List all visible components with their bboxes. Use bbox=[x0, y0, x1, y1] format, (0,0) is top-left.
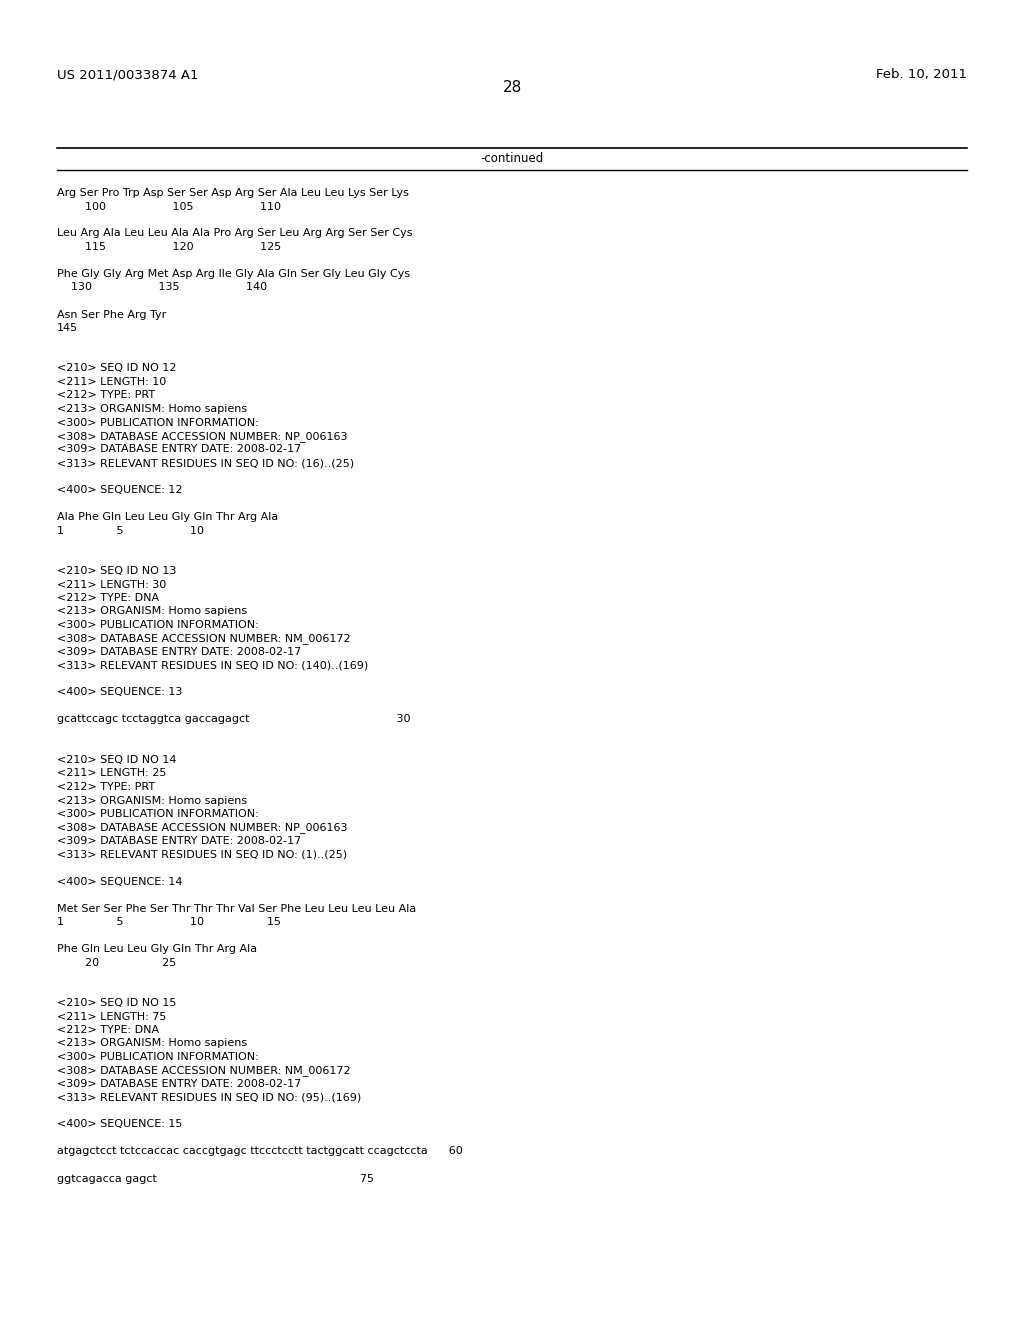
Text: <308> DATABASE ACCESSION NUMBER: NM_006172: <308> DATABASE ACCESSION NUMBER: NM_0061… bbox=[57, 634, 350, 644]
Text: Feb. 10, 2011: Feb. 10, 2011 bbox=[876, 69, 967, 81]
Text: 100                   105                   110: 100 105 110 bbox=[57, 202, 281, 211]
Text: <300> PUBLICATION INFORMATION:: <300> PUBLICATION INFORMATION: bbox=[57, 1052, 259, 1063]
Text: 130                   135                   140: 130 135 140 bbox=[57, 282, 267, 293]
Text: 1               5                   10                  15: 1 5 10 15 bbox=[57, 917, 281, 927]
Text: <211> LENGTH: 75: <211> LENGTH: 75 bbox=[57, 1011, 166, 1022]
Text: <213> ORGANISM: Homo sapiens: <213> ORGANISM: Homo sapiens bbox=[57, 1039, 247, 1048]
Text: <308> DATABASE ACCESSION NUMBER: NP_006163: <308> DATABASE ACCESSION NUMBER: NP_0061… bbox=[57, 822, 347, 833]
Text: <309> DATABASE ENTRY DATE: 2008-02-17: <309> DATABASE ENTRY DATE: 2008-02-17 bbox=[57, 1078, 301, 1089]
Text: US 2011/0033874 A1: US 2011/0033874 A1 bbox=[57, 69, 199, 81]
Text: <313> RELEVANT RESIDUES IN SEQ ID NO: (95)..(169): <313> RELEVANT RESIDUES IN SEQ ID NO: (9… bbox=[57, 1093, 361, 1102]
Text: <400> SEQUENCE: 13: <400> SEQUENCE: 13 bbox=[57, 688, 182, 697]
Text: <212> TYPE: PRT: <212> TYPE: PRT bbox=[57, 781, 155, 792]
Text: 28: 28 bbox=[503, 81, 521, 95]
Text: <213> ORGANISM: Homo sapiens: <213> ORGANISM: Homo sapiens bbox=[57, 796, 247, 805]
Text: <300> PUBLICATION INFORMATION:: <300> PUBLICATION INFORMATION: bbox=[57, 809, 259, 818]
Text: <300> PUBLICATION INFORMATION:: <300> PUBLICATION INFORMATION: bbox=[57, 620, 259, 630]
Text: Leu Arg Ala Leu Leu Ala Ala Pro Arg Ser Leu Arg Arg Ser Ser Cys: Leu Arg Ala Leu Leu Ala Ala Pro Arg Ser … bbox=[57, 228, 413, 239]
Text: <212> TYPE: DNA: <212> TYPE: DNA bbox=[57, 593, 159, 603]
Text: <400> SEQUENCE: 14: <400> SEQUENCE: 14 bbox=[57, 876, 182, 887]
Text: <210> SEQ ID NO 13: <210> SEQ ID NO 13 bbox=[57, 566, 176, 576]
Text: Ala Phe Gln Leu Leu Gly Gln Thr Arg Ala: Ala Phe Gln Leu Leu Gly Gln Thr Arg Ala bbox=[57, 512, 279, 521]
Text: 145: 145 bbox=[57, 323, 78, 333]
Text: <211> LENGTH: 25: <211> LENGTH: 25 bbox=[57, 768, 166, 779]
Text: <213> ORGANISM: Homo sapiens: <213> ORGANISM: Homo sapiens bbox=[57, 606, 247, 616]
Text: 1               5                   10: 1 5 10 bbox=[57, 525, 204, 536]
Text: -continued: -continued bbox=[480, 152, 544, 165]
Text: atgagctcct tctccaccac caccgtgagc ttccctcctt tactggcatt ccagctccta      60: atgagctcct tctccaccac caccgtgagc ttccctc… bbox=[57, 1147, 463, 1156]
Text: <212> TYPE: PRT: <212> TYPE: PRT bbox=[57, 391, 155, 400]
Text: Phe Gly Gly Arg Met Asp Arg Ile Gly Ala Gln Ser Gly Leu Gly Cys: Phe Gly Gly Arg Met Asp Arg Ile Gly Ala … bbox=[57, 269, 411, 279]
Text: <211> LENGTH: 10: <211> LENGTH: 10 bbox=[57, 378, 166, 387]
Text: 115                   120                   125: 115 120 125 bbox=[57, 242, 282, 252]
Text: ggtcagacca gagct                                                          75: ggtcagacca gagct 75 bbox=[57, 1173, 374, 1184]
Text: <210> SEQ ID NO 12: <210> SEQ ID NO 12 bbox=[57, 363, 176, 374]
Text: <308> DATABASE ACCESSION NUMBER: NM_006172: <308> DATABASE ACCESSION NUMBER: NM_0061… bbox=[57, 1065, 350, 1076]
Text: <308> DATABASE ACCESSION NUMBER: NP_006163: <308> DATABASE ACCESSION NUMBER: NP_0061… bbox=[57, 432, 347, 442]
Text: <210> SEQ ID NO 14: <210> SEQ ID NO 14 bbox=[57, 755, 176, 766]
Text: <213> ORGANISM: Homo sapiens: <213> ORGANISM: Homo sapiens bbox=[57, 404, 247, 414]
Text: Asn Ser Phe Arg Tyr: Asn Ser Phe Arg Tyr bbox=[57, 309, 166, 319]
Text: <313> RELEVANT RESIDUES IN SEQ ID NO: (16)..(25): <313> RELEVANT RESIDUES IN SEQ ID NO: (1… bbox=[57, 458, 354, 469]
Text: <400> SEQUENCE: 12: <400> SEQUENCE: 12 bbox=[57, 484, 182, 495]
Text: Met Ser Ser Phe Ser Thr Thr Thr Val Ser Phe Leu Leu Leu Leu Ala: Met Ser Ser Phe Ser Thr Thr Thr Val Ser … bbox=[57, 903, 416, 913]
Text: <313> RELEVANT RESIDUES IN SEQ ID NO: (140)..(169): <313> RELEVANT RESIDUES IN SEQ ID NO: (1… bbox=[57, 660, 369, 671]
Text: <313> RELEVANT RESIDUES IN SEQ ID NO: (1)..(25): <313> RELEVANT RESIDUES IN SEQ ID NO: (1… bbox=[57, 850, 347, 859]
Text: <211> LENGTH: 30: <211> LENGTH: 30 bbox=[57, 579, 166, 590]
Text: <400> SEQUENCE: 15: <400> SEQUENCE: 15 bbox=[57, 1119, 182, 1130]
Text: 20                  25: 20 25 bbox=[57, 957, 176, 968]
Text: Phe Gln Leu Leu Gly Gln Thr Arg Ala: Phe Gln Leu Leu Gly Gln Thr Arg Ala bbox=[57, 944, 257, 954]
Text: <309> DATABASE ENTRY DATE: 2008-02-17: <309> DATABASE ENTRY DATE: 2008-02-17 bbox=[57, 836, 301, 846]
Text: <309> DATABASE ENTRY DATE: 2008-02-17: <309> DATABASE ENTRY DATE: 2008-02-17 bbox=[57, 647, 301, 657]
Text: Arg Ser Pro Trp Asp Ser Ser Asp Arg Ser Ala Leu Leu Lys Ser Lys: Arg Ser Pro Trp Asp Ser Ser Asp Arg Ser … bbox=[57, 187, 409, 198]
Text: <300> PUBLICATION INFORMATION:: <300> PUBLICATION INFORMATION: bbox=[57, 417, 259, 428]
Text: <309> DATABASE ENTRY DATE: 2008-02-17: <309> DATABASE ENTRY DATE: 2008-02-17 bbox=[57, 445, 301, 454]
Text: gcattccagc tcctaggtca gaccagagct                                          30: gcattccagc tcctaggtca gaccagagct 30 bbox=[57, 714, 411, 725]
Text: <210> SEQ ID NO 15: <210> SEQ ID NO 15 bbox=[57, 998, 176, 1008]
Text: <212> TYPE: DNA: <212> TYPE: DNA bbox=[57, 1026, 159, 1035]
